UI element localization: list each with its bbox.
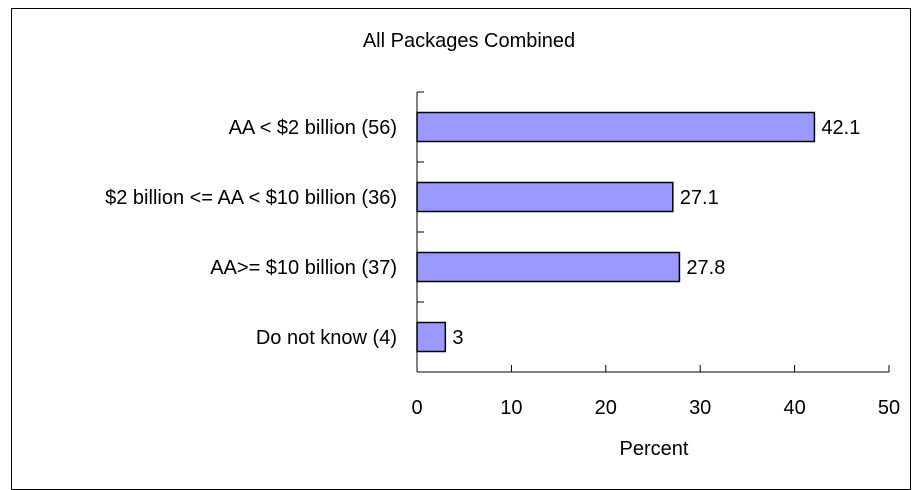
- category-label: $2 billion <= AA < $10 billion (36): [105, 187, 397, 209]
- category-label: AA>= $10 billion (37): [210, 257, 397, 279]
- x-tick-label: 50: [878, 397, 900, 419]
- x-tick-label: 40: [783, 397, 805, 419]
- axes-layer: 0 10 20 30 40 50: [411, 91, 900, 419]
- x-axis-title: Percent: [620, 438, 689, 460]
- data-label: 27.8: [686, 257, 725, 279]
- chart-frame: [11, 8, 911, 490]
- x-tick-label: 0: [411, 397, 422, 419]
- x-tick-label: 10: [500, 397, 522, 419]
- category-label: Do not know (4): [256, 327, 397, 349]
- x-tick-label: 20: [595, 397, 617, 419]
- data-label: 3: [452, 327, 463, 349]
- bar: [416, 251, 681, 283]
- bar: [416, 321, 447, 353]
- category-label: AA < $2 billion (56): [229, 117, 397, 139]
- bar: [416, 181, 674, 213]
- chart-title: All Packages Combined: [363, 30, 575, 52]
- data-label: 27.1: [680, 187, 719, 209]
- data-label: 42.1: [821, 117, 860, 139]
- bars-layer: AA < $2 billion (56) 42.1 $2 billion <= AA…: [105, 111, 860, 353]
- x-tick-label: 30: [689, 397, 711, 419]
- bar: [416, 111, 816, 143]
